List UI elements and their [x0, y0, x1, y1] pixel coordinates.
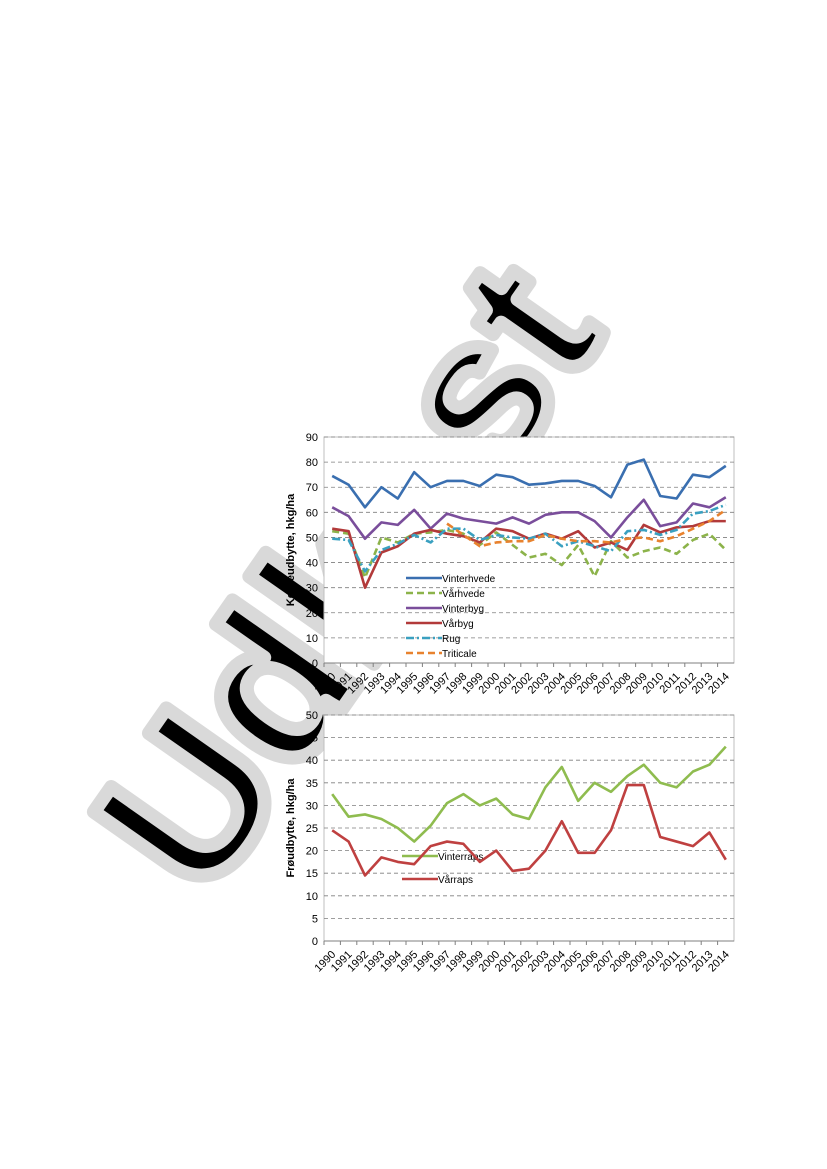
- legend-label: Rug: [442, 634, 460, 645]
- seed-yield-chart: 0 5 10 15 20 25 30 35 40 45 50 1990 1991 1992 1993 1994…: [270, 703, 750, 993]
- y-tick-label: 50: [306, 532, 318, 544]
- series-line-triticale: [446, 508, 727, 548]
- series-line-vinterhvede: [331, 458, 727, 509]
- y-tick-label: 50: [306, 710, 318, 722]
- legend-label: Vårraps: [438, 874, 473, 886]
- legend-label: Vårhvede: [442, 588, 485, 600]
- y-tick-label: 70: [306, 482, 318, 494]
- y-tick-label: 90: [306, 432, 318, 444]
- legend-label: Triticale: [442, 649, 477, 660]
- y-tick-label: 80: [306, 457, 318, 469]
- y-tick-label: 40: [306, 558, 318, 570]
- y-tick-label: 40: [306, 755, 318, 767]
- series-line-vinterbyg: [331, 496, 727, 540]
- y-tick-label: 0: [312, 658, 318, 670]
- y-tick-label: 0: [312, 936, 318, 948]
- series-line-vårraps: [331, 783, 727, 877]
- y-tick-label: 45: [306, 733, 318, 745]
- series-line-rug: [332, 503, 727, 573]
- y-tick-label: 15: [306, 868, 318, 880]
- y-axis-label: Kerneudbytte, hkg/ha: [285, 493, 297, 606]
- grain-yield-chart: 0 10 20 30 40 50 60 70 80 90 1990 1991 1992 1993 1994 1…: [270, 425, 750, 705]
- legend-label: Vinterbyg: [442, 604, 484, 615]
- y-tick-label: 10: [306, 891, 318, 903]
- y-tick-label: 10: [306, 633, 318, 645]
- y-tick-label: 5: [312, 913, 318, 925]
- y-axis-label: Frøudbytte, hkg/ha: [285, 778, 297, 878]
- legend-label: Vinterhvede: [442, 574, 496, 585]
- seed-yield-chart-svg: 0510152025303540455019901991199219931994…: [285, 710, 735, 974]
- y-tick-label: 60: [306, 507, 318, 519]
- legend-label: Vinterraps: [438, 852, 483, 863]
- grain-yield-chart-svg: 0102030405060708090199019911992199319941…: [285, 432, 735, 696]
- y-tick-label: 30: [306, 583, 318, 595]
- legend-label: Vårbyg: [442, 618, 474, 630]
- y-tick-label: 20: [306, 846, 318, 858]
- y-tick-label: 30: [306, 800, 318, 812]
- y-tick-label: 20: [306, 608, 318, 620]
- series-line-vinterraps: [331, 745, 727, 843]
- y-tick-label: 25: [306, 823, 318, 835]
- y-tick-label: 35: [306, 778, 318, 790]
